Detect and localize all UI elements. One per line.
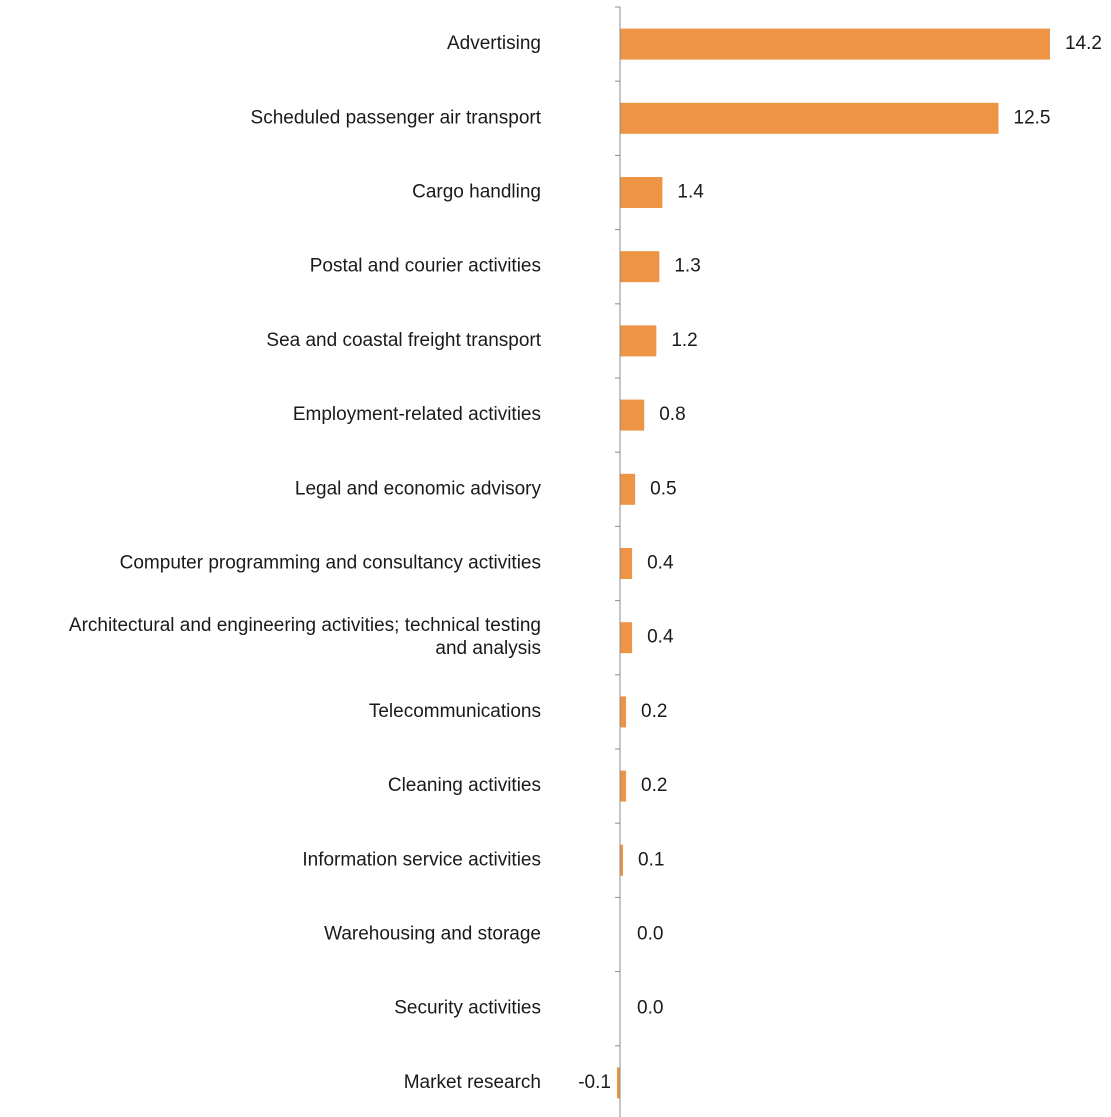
bar: [620, 399, 645, 431]
category-label-line: Architectural and engineering activities…: [69, 615, 541, 636]
category-label: Information service activities: [302, 849, 541, 870]
bar: [620, 325, 657, 357]
category-label: Sea and coastal freight transport: [266, 330, 541, 351]
category-label-line: Postal and courier activities: [310, 256, 541, 277]
category-label-line: Legal and economic advisory: [295, 478, 542, 499]
category-label: Cargo handling: [412, 182, 541, 203]
category-label: Security activities: [394, 998, 541, 1019]
bar: [620, 28, 1050, 60]
category-label: Legal and economic advisory: [295, 478, 542, 499]
category-label: Advertising: [447, 33, 541, 54]
category-label-line: Market research: [404, 1072, 541, 1093]
category-label: Employment-related activities: [293, 404, 541, 425]
axis-layer: [615, 6, 621, 1117]
bar: [620, 696, 627, 728]
bar: [616, 1067, 620, 1099]
bar: [620, 177, 663, 208]
category-label-line: and analysis: [435, 638, 541, 659]
bar: [620, 473, 636, 505]
category-label: Postal and courier activities: [310, 256, 541, 277]
category-label: Warehousing and storage: [324, 924, 541, 945]
data-label: 0.2: [641, 701, 667, 722]
data-label: 0.8: [659, 404, 685, 425]
data-label: 1.3: [674, 256, 700, 277]
bar: [620, 622, 633, 654]
category-label-line: Computer programming and consultancy act…: [120, 553, 541, 574]
category-label-line: Information service activities: [302, 849, 541, 870]
data-label: 0.4: [647, 553, 674, 574]
bars-layer: [616, 28, 1050, 1099]
bar: [620, 251, 660, 283]
category-label-line: Employment-related activities: [293, 404, 541, 425]
category-label-line: Telecommunications: [369, 701, 541, 722]
data-label: 0.2: [641, 775, 667, 796]
category-label: Telecommunications: [369, 701, 541, 722]
data-label: 1.2: [671, 330, 697, 351]
data-label: 14.2: [1065, 33, 1102, 54]
bar: [620, 844, 624, 876]
category-label: Architectural and engineering activities…: [69, 615, 541, 659]
category-label: Market research: [404, 1072, 541, 1093]
data-label: 0.0: [637, 998, 663, 1019]
category-label-line: Cleaning activities: [388, 775, 541, 796]
category-label-line: Sea and coastal freight transport: [266, 330, 541, 351]
data-label: 0.5: [650, 478, 676, 499]
category-label: Cleaning activities: [388, 775, 541, 796]
category-label: Computer programming and consultancy act…: [120, 553, 541, 574]
data-label: 0.0: [637, 924, 663, 945]
category-label-line: Advertising: [447, 33, 541, 54]
labels-layer: 14.2 Advertising 12.5 Scheduled passenger a…: [69, 33, 1102, 1093]
category-label-line: Security activities: [394, 998, 541, 1019]
bar: [620, 102, 999, 134]
data-label: -0.1: [578, 1072, 611, 1093]
category-label-line: Warehousing and storage: [324, 924, 541, 945]
data-label: 1.4: [677, 182, 704, 203]
bar: [620, 548, 633, 579]
category-label-line: Scheduled passenger air transport: [251, 107, 542, 128]
data-label: 12.5: [1014, 107, 1051, 128]
category-label: Scheduled passenger air transport: [251, 107, 542, 128]
bar: [620, 770, 627, 802]
category-label-line: Cargo handling: [412, 182, 541, 203]
data-label: 0.4: [647, 627, 674, 648]
data-label: 0.1: [638, 849, 664, 870]
